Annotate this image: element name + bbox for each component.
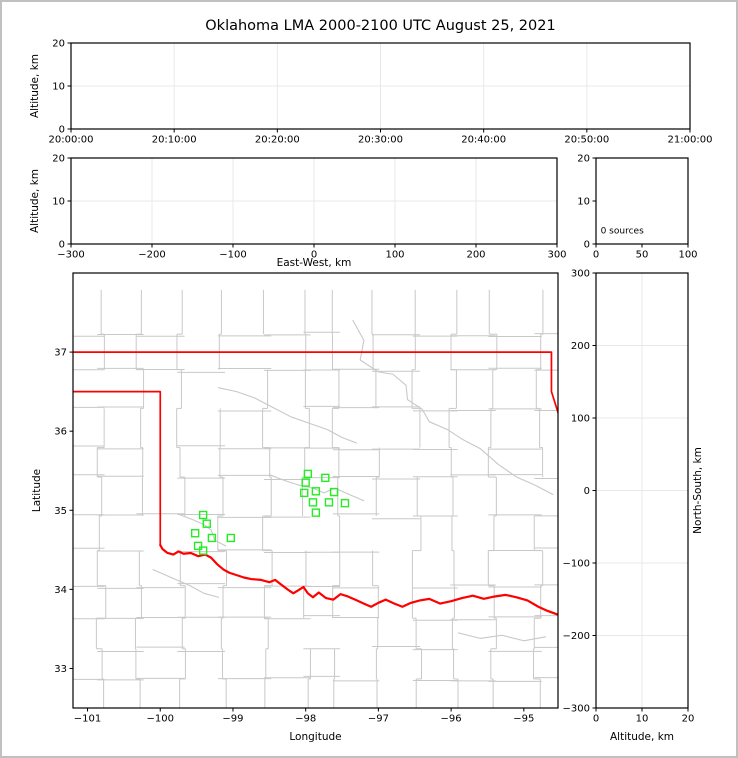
x-tick-label: −100 bbox=[147, 714, 174, 725]
x-tick-label: −100 bbox=[219, 250, 246, 261]
y-tick-label: −300 bbox=[563, 704, 590, 715]
y-axis-label: Altitude, km bbox=[29, 169, 41, 233]
y-tick-label: 35 bbox=[54, 506, 67, 517]
altitude-histogram-panel: 0 sources 0 50 100 0 10 20 bbox=[577, 154, 697, 261]
y-tick-label: 0 bbox=[59, 125, 65, 136]
y-axis-label: Latitude bbox=[31, 469, 43, 512]
x-tick-label: 10 bbox=[636, 714, 649, 725]
river-line bbox=[152, 569, 219, 598]
y-tick-label: 100 bbox=[571, 414, 590, 425]
y-tick-label: 0 bbox=[584, 240, 590, 251]
y-tick-label: 0 bbox=[584, 486, 590, 497]
x-tick-label: 100 bbox=[678, 250, 697, 261]
state-border-line bbox=[73, 351, 558, 416]
plan-view-map-panel: −101 −100 −99 −98 −97 −96 −95 33 34 35 36 37 Longitu… bbox=[31, 272, 559, 743]
lma-station-marker bbox=[308, 498, 318, 507]
x-axis-label: Altitude, km bbox=[610, 731, 674, 743]
map-layers bbox=[73, 289, 558, 708]
x-tick-label: 0 bbox=[311, 250, 317, 261]
lma-station-marker bbox=[301, 478, 310, 487]
x-tick-label: 20:10:00 bbox=[152, 135, 197, 146]
lma-station-marker bbox=[202, 519, 211, 528]
x-tick-label: −95 bbox=[513, 714, 534, 725]
lma-station-marker bbox=[198, 546, 208, 555]
x-axis-label: East-West, km bbox=[277, 257, 352, 269]
x-axis-label: Longitude bbox=[289, 731, 341, 743]
red-river-border-line bbox=[159, 543, 558, 616]
lma-station-marker bbox=[300, 488, 309, 498]
x-tick-label: 200 bbox=[466, 250, 485, 261]
y-tick-label: 37 bbox=[54, 348, 67, 359]
y-axis-label: Altitude, km bbox=[29, 54, 41, 118]
y-tick-label: 10 bbox=[52, 197, 65, 208]
x-tick-label: 21:00:00 bbox=[668, 135, 713, 146]
x-tick-label: 100 bbox=[385, 250, 404, 261]
lma-station-marker bbox=[190, 529, 200, 538]
lma-station-marker bbox=[207, 533, 217, 543]
x-tick-label: 20:30:00 bbox=[358, 135, 403, 146]
x-tick-label: 20:00:00 bbox=[49, 135, 94, 146]
source-count-label: 0 sources bbox=[601, 227, 644, 237]
y-axis-label-right: North-South, km bbox=[692, 447, 704, 534]
x-tick-label: 0 bbox=[593, 714, 599, 725]
x-tick-label: 300 bbox=[547, 250, 566, 261]
y-tick-label: −200 bbox=[563, 631, 590, 642]
altitude-eastwest-panel: −300 −200 −100 0 100 200 300 0 10 20 East-West, km… bbox=[29, 154, 567, 270]
x-tick-label: −96 bbox=[441, 714, 462, 725]
y-tick-label: 10 bbox=[577, 197, 590, 208]
lma-station-marker bbox=[340, 498, 350, 508]
y-tick-label: 0 bbox=[59, 240, 65, 251]
northsouth-altitude-panel: 0 10 20 −300 −200 −100 0 100 200 300 Altitude, km N… bbox=[563, 269, 704, 744]
lma-station-marker bbox=[324, 498, 334, 507]
lma-station-marker bbox=[303, 469, 313, 479]
lma-station-marker bbox=[226, 533, 235, 543]
x-tick-label: 20 bbox=[682, 714, 695, 725]
y-tick-label: −100 bbox=[563, 559, 590, 570]
x-tick-label: −200 bbox=[138, 250, 165, 261]
y-tick-label: 20 bbox=[52, 154, 65, 165]
lma-station-marker bbox=[193, 541, 203, 551]
y-tick-label: 36 bbox=[54, 427, 67, 438]
altitude-time-panel: 20:00:00 20:10:00 20:20:00 20:30:00 20:40:00… bbox=[29, 39, 712, 146]
river-line bbox=[217, 387, 358, 444]
y-tick-label: 33 bbox=[54, 664, 67, 675]
lma-station-marker bbox=[321, 473, 330, 483]
axis-frame bbox=[72, 272, 559, 709]
x-tick-label: −101 bbox=[74, 714, 101, 725]
river-line bbox=[352, 319, 554, 496]
lma-station-marker bbox=[311, 487, 321, 496]
lma-station-marker bbox=[329, 487, 339, 497]
x-tick-label: 20:20:00 bbox=[255, 135, 300, 146]
x-tick-label: 20:50:00 bbox=[564, 135, 609, 146]
y-tick-label: 20 bbox=[52, 39, 65, 50]
lma-station-marker bbox=[198, 510, 208, 520]
x-tick-label: 20:40:00 bbox=[461, 135, 506, 146]
y-tick-label: 34 bbox=[54, 585, 67, 596]
river-line bbox=[268, 474, 365, 502]
x-tick-label: −98 bbox=[295, 714, 316, 725]
river-line bbox=[457, 632, 547, 642]
x-tick-label: −97 bbox=[368, 714, 389, 725]
x-tick-label: 0 bbox=[593, 250, 599, 261]
lma-station-marker bbox=[311, 508, 321, 517]
state-border-line bbox=[73, 390, 162, 546]
y-tick-label: 300 bbox=[571, 269, 590, 280]
x-tick-label: −99 bbox=[222, 714, 243, 725]
y-tick-label: 200 bbox=[571, 341, 590, 352]
x-tick-label: 50 bbox=[636, 250, 649, 261]
y-tick-label: 20 bbox=[577, 154, 590, 165]
plot-title: Oklahoma LMA 2000-2100 UTC August 25, 20… bbox=[205, 18, 555, 34]
x-tick-label: −300 bbox=[57, 250, 84, 261]
y-tick-label: 10 bbox=[52, 82, 65, 93]
